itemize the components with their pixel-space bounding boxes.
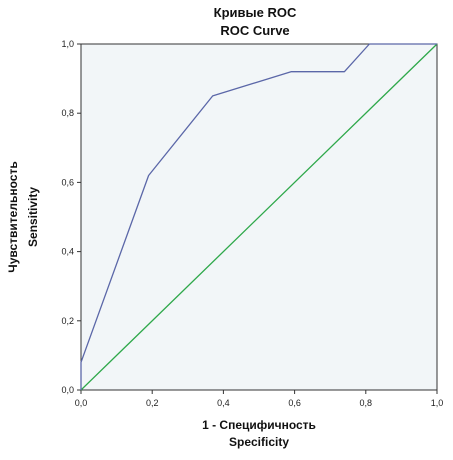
y-axis-label: Чувствительность (6, 161, 20, 272)
x-axis-ticks: 0,0 0,2 0,4 0,6 0,8 1,0 (75, 390, 444, 408)
x-tick-label: 0,4 (217, 398, 230, 408)
roc-curve-line (80, 43, 437, 390)
y-tick-label: 0,2 (61, 316, 74, 326)
y-axis-ticks: 0,0 0,2 0,4 0,6 0,8 1,0 (61, 39, 81, 395)
chart-subtitle: ROC Curve (220, 23, 289, 38)
series-layer (80, 43, 438, 391)
y-tick-label: 1,0 (61, 39, 74, 49)
x-tick-label: 1,0 (431, 398, 444, 408)
chart-title: Кривые ROC (214, 5, 297, 20)
y-tick-label: 0,6 (61, 177, 74, 187)
y-tick-label: 0,0 (61, 385, 74, 395)
reference-diagonal-line (80, 43, 438, 391)
x-tick-label: 0,2 (146, 398, 159, 408)
x-tick-label: 0,8 (360, 398, 373, 408)
x-axis-label-en: Specificity (229, 435, 289, 449)
y-axis-label-en: Sensitivity (26, 187, 40, 247)
x-axis-label: 1 - Специфичность (202, 418, 316, 432)
x-tick-label: 0,6 (288, 398, 301, 408)
y-tick-label: 0,4 (61, 247, 74, 257)
x-tick-label: 0,0 (75, 398, 88, 408)
y-tick-label: 0,8 (61, 108, 74, 118)
